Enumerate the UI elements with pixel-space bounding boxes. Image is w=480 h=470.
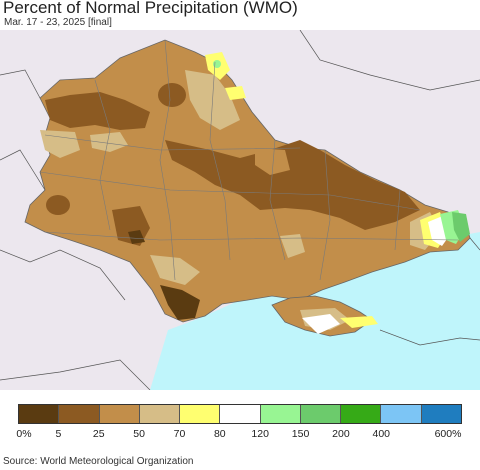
region-center-light bbox=[90, 132, 128, 152]
crimea-yellow bbox=[340, 316, 378, 328]
legend-swatch bbox=[421, 405, 461, 423]
legend-swatch bbox=[260, 405, 301, 423]
legend-swatch bbox=[19, 405, 60, 423]
legend-swatch bbox=[139, 405, 181, 423]
map-title: Percent of Normal Precipitation (WMO) bbox=[3, 0, 298, 17]
region-northeast-yellow-2 bbox=[225, 86, 246, 100]
region-east-band bbox=[165, 140, 420, 230]
legend-swatch bbox=[59, 405, 100, 423]
region-south-central-light bbox=[280, 234, 305, 258]
legend-tick-label: 50 bbox=[133, 428, 145, 440]
source-credit: Source: World Meteorological Organizatio… bbox=[3, 456, 194, 467]
region-south-light bbox=[150, 255, 200, 285]
precipitation-map bbox=[0, 30, 480, 390]
legend-tick-label: 5 bbox=[55, 428, 62, 440]
oblast-borders bbox=[39, 39, 459, 281]
legend-tick-label: 120 bbox=[251, 428, 269, 440]
region-south-spot bbox=[128, 230, 145, 244]
region-west-spot bbox=[46, 195, 70, 215]
map-subtitle: Mar. 17 - 23, 2025 [final] bbox=[4, 17, 112, 28]
region-east-mid bbox=[255, 148, 290, 175]
legend-color-bar bbox=[18, 404, 462, 424]
legend-tick-label: 200 bbox=[332, 428, 350, 440]
legend-tick-label: 600% bbox=[434, 428, 462, 440]
legend-tick-label: 0% bbox=[16, 428, 32, 440]
region-north-blob bbox=[158, 83, 186, 107]
country-borders bbox=[0, 30, 480, 390]
legend-tick-label: 400 bbox=[372, 428, 391, 440]
region-northeast-green bbox=[213, 60, 221, 68]
legend-swatch bbox=[180, 405, 221, 423]
region-odesa-very-low bbox=[160, 285, 200, 320]
region-northwest-low bbox=[45, 92, 150, 130]
legend-swatch bbox=[381, 405, 422, 423]
legend-swatch bbox=[220, 405, 261, 423]
legend-tick-label: 25 bbox=[92, 428, 105, 440]
legend-tick-label: 80 bbox=[213, 428, 226, 440]
legend-swatch bbox=[99, 405, 140, 423]
region-east-deep-green bbox=[452, 212, 470, 242]
crimea-white bbox=[302, 314, 340, 334]
legend-tick-label: 70 bbox=[173, 428, 186, 440]
legend-swatch bbox=[300, 405, 342, 423]
legend-swatch bbox=[341, 405, 382, 423]
legend-tick-label: 150 bbox=[291, 428, 310, 440]
region-west-light bbox=[40, 130, 80, 158]
